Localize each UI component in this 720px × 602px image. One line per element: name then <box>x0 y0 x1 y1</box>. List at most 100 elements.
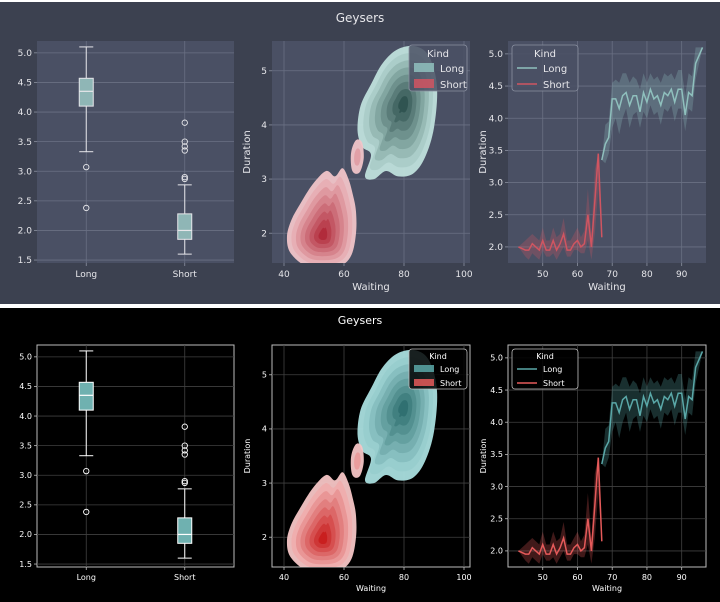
y-tick-label: 2.0 <box>489 243 504 253</box>
ci-band <box>601 351 703 468</box>
axes-background <box>36 344 235 568</box>
y-tick-label: 3.5 <box>18 138 32 148</box>
ci-band <box>518 457 602 564</box>
flier-point <box>181 442 188 449</box>
y-tick-label: 4.5 <box>490 386 503 395</box>
x-tick-label: Long <box>77 573 96 582</box>
legend-label-short: Short <box>440 80 467 91</box>
y-tick-label: 4.5 <box>19 382 32 391</box>
y-tick-label: 2.5 <box>18 197 32 207</box>
legend-label-long: Long <box>543 365 562 374</box>
x-tick-label: 90 <box>676 270 688 280</box>
y-tick-label: 2.5 <box>19 501 32 510</box>
flier-point <box>83 508 90 516</box>
y-tick-label: 3.0 <box>19 471 32 480</box>
kde-contours <box>286 45 438 263</box>
series-line <box>518 457 603 556</box>
box-short <box>177 423 193 559</box>
legend-label-long: Long <box>440 64 464 75</box>
y-tick-label: 2 <box>262 533 267 542</box>
y-tick-label: 1.5 <box>19 560 32 569</box>
kde-level <box>318 531 328 544</box>
series-short <box>518 457 603 564</box>
y-tick-label: 2 <box>261 229 267 239</box>
x-tick-label: Short <box>174 573 195 582</box>
y-tick-label: 3.0 <box>489 179 504 189</box>
y-tick-label: 5.0 <box>19 353 32 362</box>
flier-point <box>181 423 188 430</box>
flier-point <box>181 174 188 181</box>
flier-point <box>181 451 188 458</box>
y-tick-label: 5 <box>262 371 267 380</box>
kde-short <box>286 472 357 567</box>
kde-contours <box>286 349 438 567</box>
line-panel: 2.0 2.5 3.0 3.5 4.0 4.5 5.0 50 60 70 80 90 Waiting Du… <box>478 41 706 293</box>
legend: Kind Long Short <box>511 348 579 390</box>
y-tick-label: 5.0 <box>490 354 503 363</box>
x-axis-label: Waiting <box>352 282 390 293</box>
y-tick-label: 3 <box>262 479 267 488</box>
x-tick-label: 70 <box>607 573 617 582</box>
flier-point <box>181 138 188 145</box>
box-iqr <box>177 517 193 544</box>
kde-panel: 2 3 4 5 40 60 80 100 Waiting Duration Kind Long Shor… <box>242 41 473 293</box>
legend-label-long: Long <box>440 365 459 374</box>
y-tick-label: 4.0 <box>489 114 504 124</box>
flier-point <box>83 163 90 171</box>
flier-point <box>181 175 188 183</box>
y-tick-label: 2.0 <box>19 530 32 539</box>
flier-point <box>181 119 188 126</box>
y-tick-label: 3.0 <box>18 167 33 177</box>
ci-band <box>601 47 703 164</box>
box-iqr <box>78 381 94 411</box>
x-axis-label: Waiting <box>592 584 622 593</box>
boxplot-panel: Long Short 1.5 2.0 2.5 3.0 3.5 4.0 4.5 5.0 <box>19 344 235 582</box>
x-axis-label: Waiting <box>356 584 386 593</box>
y-tick-label: 5.0 <box>18 49 33 59</box>
series-line <box>601 351 704 465</box>
figure-title: Geysers <box>336 11 385 25</box>
y-axis-label: Duration <box>243 439 252 474</box>
legend-title: Kind <box>429 352 447 361</box>
flier-point <box>181 479 188 487</box>
x-tick-label: 40 <box>279 573 289 582</box>
axes-background <box>37 41 234 263</box>
legend-frame <box>511 44 579 92</box>
legend-label-short: Short <box>543 379 564 388</box>
x-tick-label: Short <box>173 270 198 280</box>
flier-point <box>83 467 90 475</box>
legend-swatch-long <box>414 365 434 372</box>
x-tick-label: 60 <box>572 270 584 280</box>
y-tick-label: 4.5 <box>18 79 32 89</box>
box-long <box>78 46 94 212</box>
box-long <box>78 350 94 516</box>
legend: Kind Long Short <box>511 44 579 92</box>
x-tick-label: 80 <box>641 270 653 280</box>
y-axis-label: Duration <box>479 439 488 474</box>
box-iqr <box>177 213 193 240</box>
boxplot-panel: Long Short 1.5 2.0 2.5 3.0 3.5 4.0 4.5 5.0 <box>18 41 234 280</box>
kde-short-outlier <box>350 443 364 478</box>
y-axis-label: Duration <box>242 130 253 173</box>
y-tick-label: 2.0 <box>490 547 503 556</box>
flier-point <box>83 204 90 212</box>
x-tick-label: 60 <box>338 270 350 280</box>
y-tick-label: 1.5 <box>18 256 32 266</box>
legend: Kind Long Short <box>408 44 468 92</box>
y-tick-label: 3.5 <box>490 450 503 459</box>
y-tick-label: 4.0 <box>18 108 33 118</box>
x-tick-label: 60 <box>339 573 349 582</box>
flier-point <box>181 478 188 485</box>
y-tick-label: 2.0 <box>18 227 33 237</box>
y-tick-label: 5.0 <box>489 50 504 60</box>
legend-label-short: Short <box>440 379 461 388</box>
box-iqr <box>78 77 94 107</box>
y-tick-label: 4.5 <box>489 82 503 92</box>
x-tick-label: 50 <box>538 573 548 582</box>
series-line <box>601 47 704 161</box>
kde-level <box>354 148 361 166</box>
x-tick-label: 60 <box>572 573 582 582</box>
y-tick-label: 4.0 <box>19 412 32 421</box>
kde-level <box>318 227 328 240</box>
